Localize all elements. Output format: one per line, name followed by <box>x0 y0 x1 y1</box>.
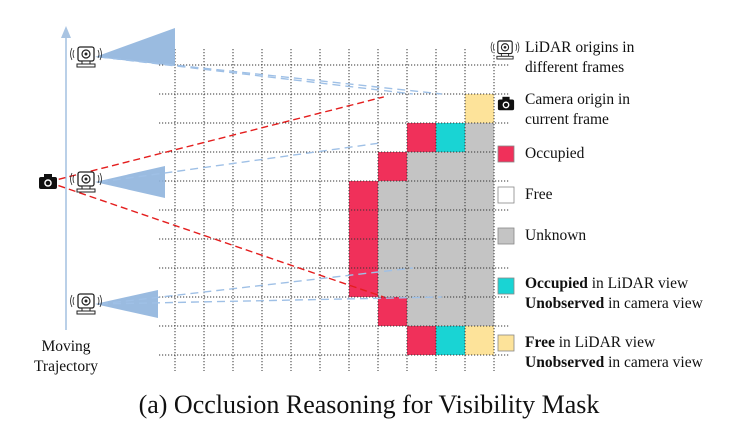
unknown-cell <box>407 297 436 326</box>
legend-camera-label: Camera origin in current frame <box>525 90 630 130</box>
legend-free-unobs-rest1: in LiDAR view <box>554 334 656 351</box>
occupied-cell <box>378 297 407 326</box>
unknown-swatch <box>497 227 515 245</box>
unknown-cell <box>436 152 465 181</box>
unknown-cell <box>378 239 407 268</box>
lidar-ray <box>99 56 413 95</box>
lidar-ray <box>99 56 442 95</box>
occupied-unobserved-cell <box>436 123 465 152</box>
unknown-cell <box>378 210 407 239</box>
unknown-cell <box>436 297 465 326</box>
unknown-cell <box>407 268 436 297</box>
occupied-unobserved-cell <box>436 326 465 355</box>
legend-camera-line1: Camera origin in <box>525 91 631 108</box>
legend-free-label: Free <box>525 186 553 203</box>
lidar-ray <box>99 142 379 183</box>
occupied-cell <box>349 181 378 210</box>
legend-free-unobs-label: Free in LiDAR view Unobserved in camera … <box>525 333 703 373</box>
legend-occ-unobs-rest1: in LiDAR view <box>587 275 689 292</box>
rays <box>47 28 442 318</box>
occupied-cell <box>407 123 436 152</box>
unknown-cell <box>407 239 436 268</box>
camera-ray-lower <box>47 181 385 298</box>
lidar-sensor-icon <box>70 293 102 315</box>
legend-camera-line2: current frame <box>525 111 609 128</box>
legend-occ-unobs-bold1: Occupied <box>525 275 588 292</box>
legend-lidar-line1: LiDAR origins in <box>525 39 635 56</box>
grid-cells <box>349 94 494 355</box>
legend-lidar-line2: different frames <box>525 59 625 76</box>
legend-lidar-label: LiDAR origins in different frames <box>525 38 634 78</box>
sensor-icons <box>39 40 520 315</box>
unknown-cell <box>407 152 436 181</box>
unknown-cell <box>407 210 436 239</box>
legend-occupied-label: Occupied <box>525 145 585 162</box>
lidar-ray <box>99 296 442 305</box>
legend-occ-unobs-label: Occupied in LiDAR view Unobserved in cam… <box>525 274 703 314</box>
unknown-cell <box>436 210 465 239</box>
lidar-frustum <box>95 166 165 198</box>
unknown-cell <box>436 181 465 210</box>
lidar-ray <box>99 267 413 305</box>
occupied-swatch <box>497 145 515 163</box>
free-unobserved-cell <box>465 94 494 123</box>
lidar-sensor-icon <box>490 40 520 60</box>
occupied-unobserved-swatch <box>497 277 515 295</box>
free-unobserved-swatch <box>497 334 515 352</box>
figure-caption: (a) Occlusion Reasoning for Visibility M… <box>138 390 600 419</box>
unknown-cell <box>465 268 494 297</box>
trajectory-label-line1: Moving <box>41 338 91 355</box>
legend-free-unobs-bold2: Unobserved <box>525 354 605 371</box>
legend-free-unobs-rest2: in camera view <box>604 354 703 371</box>
legend-occ-unobs-rest2: in camera view <box>604 295 703 312</box>
occupied-cell <box>349 239 378 268</box>
legend-swatches <box>497 145 515 352</box>
camera-ray-upper <box>47 96 384 183</box>
unknown-cell <box>465 239 494 268</box>
unknown-cell <box>407 181 436 210</box>
free-swatch <box>497 186 515 204</box>
camera-icon <box>39 174 57 189</box>
unknown-cell <box>378 181 407 210</box>
lidar-sensor-icon <box>70 171 102 193</box>
lidar-frustum <box>95 28 175 66</box>
unknown-cell <box>465 123 494 152</box>
legend-unknown-label: Unknown <box>525 227 587 244</box>
occupied-cell <box>407 326 436 355</box>
unknown-cell <box>465 152 494 181</box>
occupied-cell <box>378 152 407 181</box>
trajectory-label: Moving Trajectory <box>20 337 112 377</box>
legend-free-unobs-bold1: Free <box>525 334 555 351</box>
camera-icon <box>497 96 515 111</box>
unknown-cell <box>378 268 407 297</box>
unknown-cell <box>465 297 494 326</box>
trajectory-label-line2: Trajectory <box>34 358 98 375</box>
trajectory-arrow <box>61 26 71 330</box>
free-unobserved-cell <box>465 326 494 355</box>
unknown-cell <box>465 210 494 239</box>
lidar-sensor-icon <box>70 46 102 68</box>
legend-occ-unobs-bold2: Unobserved <box>525 295 605 312</box>
unknown-cell <box>465 181 494 210</box>
unknown-cell <box>436 268 465 297</box>
occupied-cell <box>349 210 378 239</box>
unknown-cell <box>436 239 465 268</box>
